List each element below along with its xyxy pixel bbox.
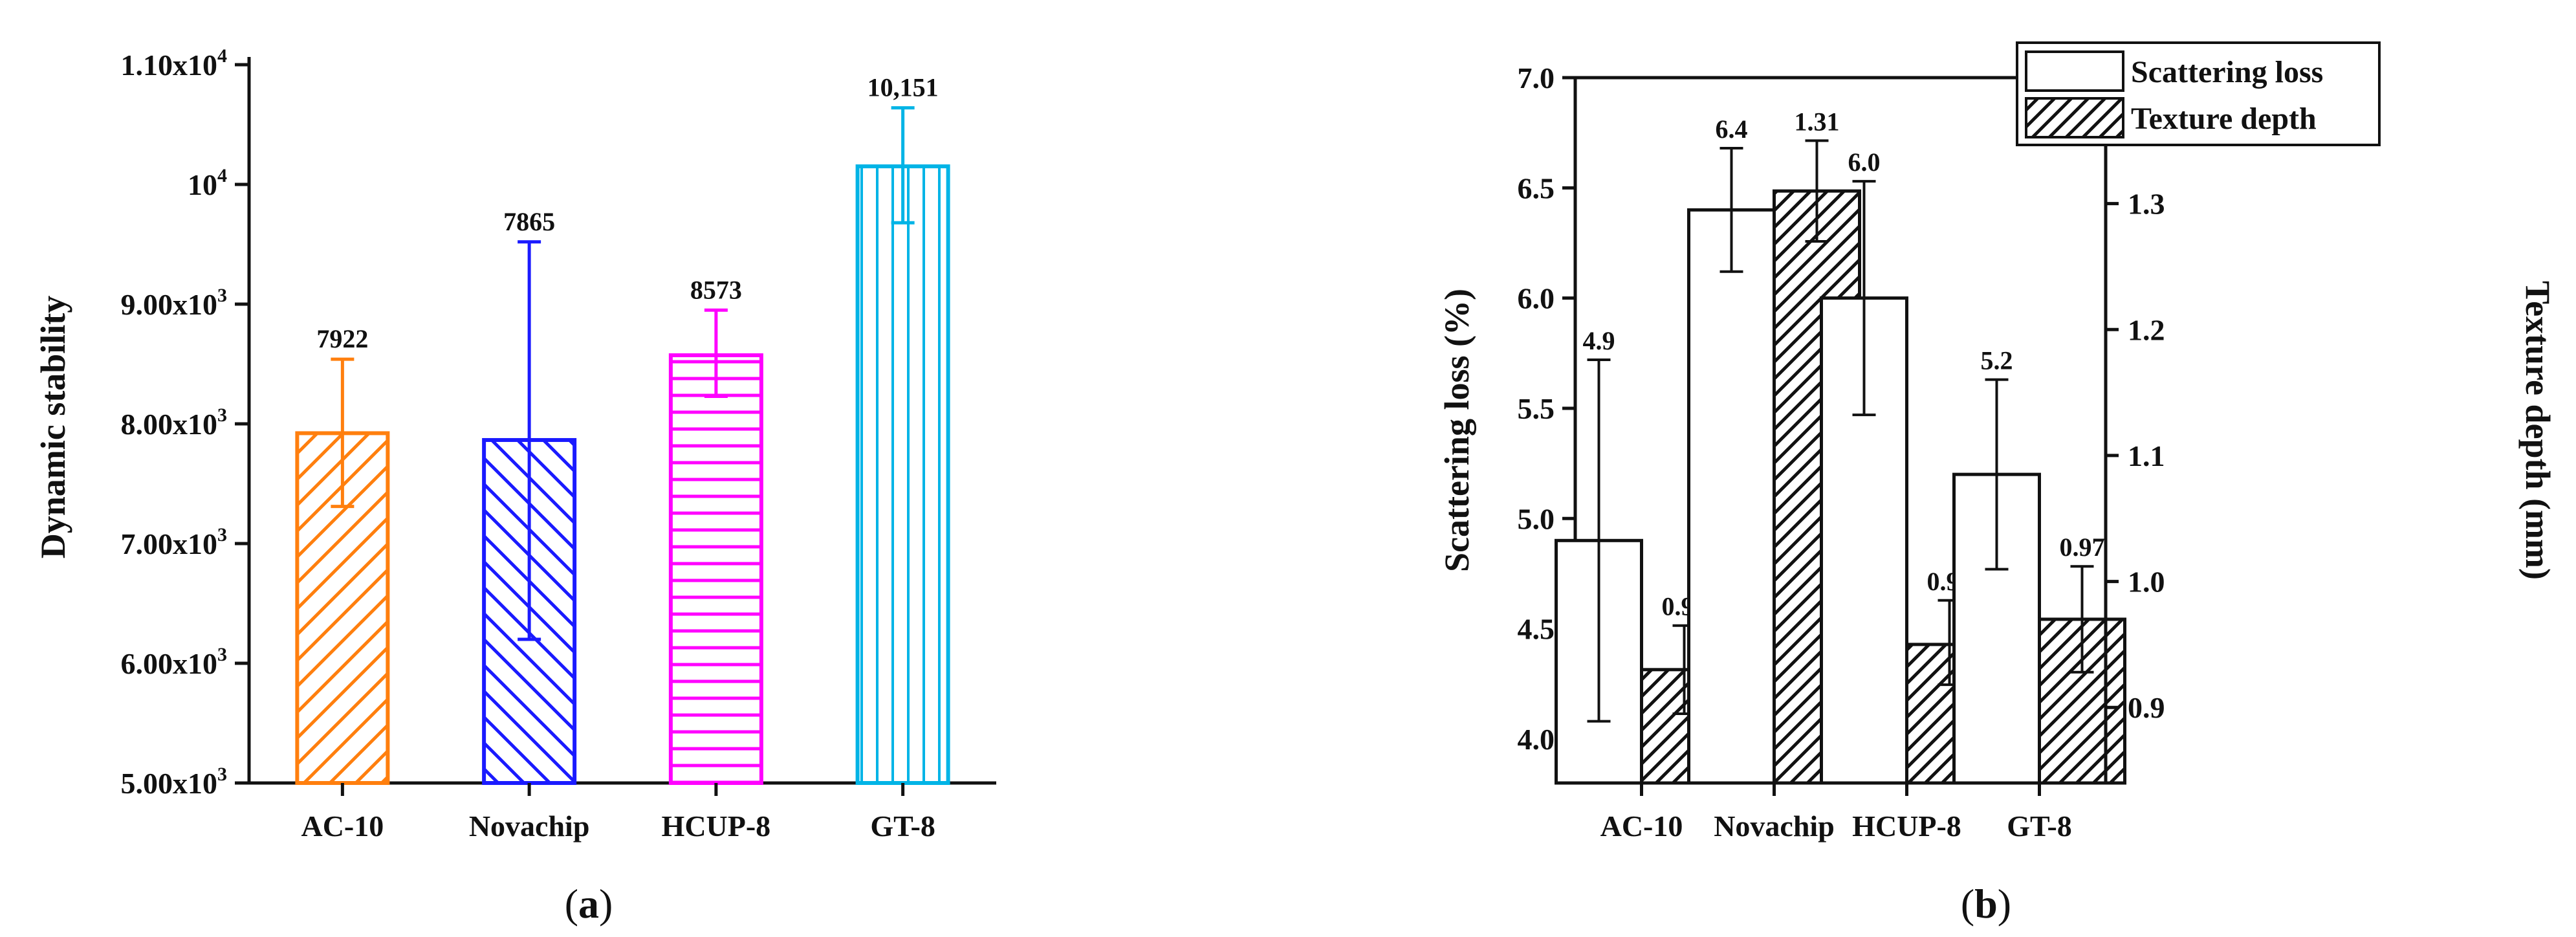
- y-tick-label: 5.5: [1518, 392, 1555, 425]
- y-tick-exponent: 3: [217, 524, 227, 546]
- y-tick-exponent: 3: [217, 404, 227, 426]
- error-bar-gt-8: [891, 106, 915, 225]
- panel-b-chart: 4.04.55.05.56.06.57.0 0.91.01.11.21.31.4…: [1437, 41, 2557, 927]
- x-tick-label-gt-8: GT-8: [2007, 810, 2072, 843]
- x-tick-label-novachip: Novachip: [1714, 810, 1835, 843]
- panel-b-legend: Scattering loss Texture depth: [2016, 41, 2381, 146]
- y-tick-exponent: 4: [217, 45, 227, 67]
- panel-b-bars: 4.90.936.4 1.316.00.955.20.97: [1555, 107, 2126, 785]
- y-tick-mantissa: 1.10x10: [121, 49, 218, 82]
- data-label-novachip: 7865: [503, 207, 555, 236]
- x-tick-label-novachip: Novachip: [469, 810, 590, 843]
- panel-a-y-axis-label: Dynamic stability: [34, 296, 72, 559]
- y2-tick-label: 1.2: [2128, 313, 2165, 346]
- x-tick-label-gt-8: GT-8: [870, 810, 935, 843]
- panel-a-x-ticks: AC-10 Novachip HCUP-8 GT-8: [301, 783, 935, 843]
- y-tick-label: 6.00x103: [121, 644, 228, 680]
- error-bar-texture-depth-novachip: [1805, 139, 1829, 243]
- panel-b-y2-axis-label: Texture depth (mm): [2518, 281, 2557, 580]
- data-label-scattering-loss-ac-10: 4.9: [1583, 326, 1615, 355]
- y2-tick-label: 1.1: [2128, 439, 2165, 472]
- y-tick-label: 6.0: [1518, 282, 1555, 315]
- y2-tick-label: 1.0: [2128, 566, 2165, 599]
- data-label-scattering-loss-gt-8: 5.2: [1981, 346, 2013, 375]
- y-tick-mantissa: 10: [188, 168, 217, 201]
- error-bar-novachip: [518, 240, 541, 641]
- data-label-gt-8: 10,151: [868, 73, 939, 102]
- data-label-texture-depth-novachip: 1.31: [1795, 107, 1840, 136]
- data-label-ac-10: 7922: [316, 324, 368, 353]
- legend-label-scattering-loss: Scattering loss: [2131, 55, 2323, 89]
- error-bar-scattering-loss-novachip: [1719, 147, 1743, 273]
- bar-gt-8: [855, 164, 950, 785]
- y-tick-label: 104: [188, 165, 227, 201]
- x-tick-label-hcup-8: HCUP-8: [662, 810, 771, 843]
- y-tick-label: 7.00x103: [121, 524, 228, 560]
- x-tick-label-ac-10: AC-10: [1600, 810, 1683, 843]
- panel-b-caption: (b): [1961, 881, 2011, 927]
- error-bar-scattering-loss-gt-8: [1985, 378, 2009, 571]
- x-tick-label-hcup-8: HCUP-8: [1852, 810, 1961, 843]
- y-tick-label: 7.0: [1518, 61, 1555, 94]
- panel-a-bars: 7922 7865 8573 10,151: [295, 73, 950, 785]
- panel-a-caption: (a): [565, 881, 613, 927]
- y-tick-mantissa: 6.00x10: [121, 647, 218, 680]
- y-tick-label: 5.0: [1518, 502, 1555, 535]
- y-tick-label: 6.5: [1518, 171, 1555, 204]
- data-label-texture-depth-gt-8: 0.97: [2060, 533, 2105, 562]
- data-label-scattering-loss-hcup-8: 6.0: [1848, 148, 1881, 177]
- bar-scattering-loss-novachip: [1687, 208, 1776, 785]
- panel-b-left-y-ticks: 4.0 4.5 5.0 5.5 6.0 6.5 7.0: [1518, 61, 1575, 756]
- error-bar-ac-10: [331, 357, 355, 509]
- y-tick-exponent: 3: [217, 764, 227, 785]
- y-tick-exponent: 3: [217, 644, 227, 665]
- y-tick-label: 8.00x103: [121, 404, 228, 441]
- y2-tick-label: 1.3: [2128, 188, 2165, 221]
- panel-b-caption-letter: b: [1974, 881, 1998, 927]
- y-tick-label: 4.0: [1518, 723, 1555, 756]
- data-label-scattering-loss-novachip: 6.4: [1716, 115, 1748, 144]
- y-tick-label: 5.00x103: [121, 764, 228, 800]
- panel-b-y-axis-label: Scattering loss (%): [1437, 289, 1476, 572]
- legend-swatch-texture-depth: [2025, 97, 2124, 138]
- error-bar-scattering-loss-hcup-8: [1852, 180, 1876, 417]
- y-tick-mantissa: 7.00x10: [121, 527, 218, 560]
- y-tick-label: 1.10x104: [121, 45, 228, 82]
- legend-swatch-scattering-loss: [2025, 50, 2124, 92]
- error-bar-scattering-loss-ac-10: [1587, 358, 1611, 723]
- y2-tick-label: 0.9: [2128, 691, 2165, 724]
- panel-b-x-ticks: AC-10 Novachip HCUP-8 GT-8: [1600, 783, 2072, 843]
- y-tick-label: 4.5: [1518, 613, 1555, 646]
- y-tick-mantissa: 9.00x10: [121, 288, 218, 321]
- panel-a-chart: 5.00x1036.00x1037.00x1038.00x1039.00x103…: [34, 45, 996, 927]
- y-tick-exponent: 3: [217, 285, 227, 306]
- x-tick-label-ac-10: AC-10: [301, 810, 384, 843]
- panel-a-caption-letter: a: [578, 881, 599, 927]
- y-tick-mantissa: 8.00x10: [121, 408, 218, 441]
- error-bar-hcup-8: [704, 308, 728, 398]
- y-tick-exponent: 4: [217, 165, 227, 186]
- data-label-hcup-8: 8573: [690, 275, 742, 304]
- error-bar-texture-depth-gt-8: [2070, 565, 2094, 674]
- panel-a-y-ticks: 5.00x1036.00x1037.00x1038.00x1039.00x103…: [121, 45, 249, 800]
- y-tick-label: 9.00x103: [121, 285, 228, 321]
- y-tick-mantissa: 5.00x10: [121, 767, 218, 800]
- legend-label-texture-depth: Texture depth: [2131, 102, 2317, 136]
- bar-hcup-8: [668, 353, 763, 785]
